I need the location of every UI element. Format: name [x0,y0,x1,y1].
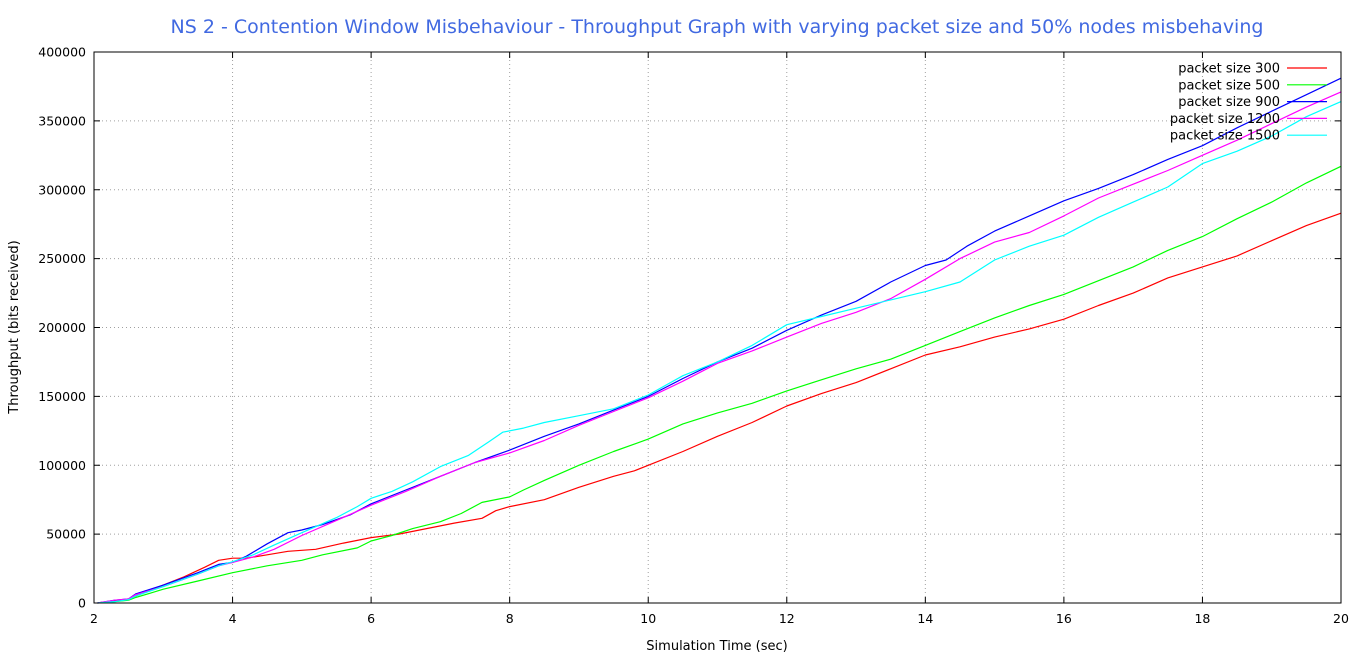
series-line-4 [97,91,1342,604]
series-line-5 [97,101,1342,604]
y-axis-label: Throughput (bits received) [7,240,22,414]
y-tick-label: 0 [78,596,86,611]
series-line-2 [97,165,1342,604]
series-line-1 [97,212,1342,604]
y-tick-label: 150000 [38,389,86,404]
legend-label: packet size 1200 [1170,112,1280,127]
legend-label: packet size 300 [1178,62,1280,77]
axis-ticks: 2 4 6 8 10 12 14 16 18 20 0 50000 100000 150000 200000… [38,45,1349,627]
chart-title: NS 2 - Contention Window Misbehaviour - … [171,16,1264,38]
y-tick-label: 50000 [46,527,86,542]
x-tick-label: 8 [506,611,514,626]
y-tick-label: 250000 [38,251,86,266]
y-tick-label: 350000 [38,113,86,128]
y-tick-label: 100000 [38,458,86,473]
legend-label: packet size 500 [1178,78,1280,93]
series-layer [97,77,1342,604]
y-tick-label: 300000 [38,182,86,197]
legend-label: packet size 1500 [1170,129,1280,144]
legend-label: packet size 900 [1178,95,1280,110]
x-tick-label: 10 [640,611,656,626]
grid-lines [94,52,1341,603]
x-tick-label: 12 [779,611,795,626]
x-tick-label: 18 [1194,611,1210,626]
x-tick-label: 2 [90,611,98,626]
x-tick-label: 20 [1333,611,1349,626]
x-tick-label: 4 [229,611,237,626]
x-tick-label: 14 [917,611,933,626]
x-tick-label: 16 [1056,611,1072,626]
x-tick-label: 6 [367,611,375,626]
x-axis-label: Simulation Time (sec) [646,639,787,654]
y-tick-label: 200000 [38,320,86,335]
series-line-3 [97,77,1342,604]
plot-frame [93,51,1342,604]
y-tick-label: 400000 [38,45,86,60]
